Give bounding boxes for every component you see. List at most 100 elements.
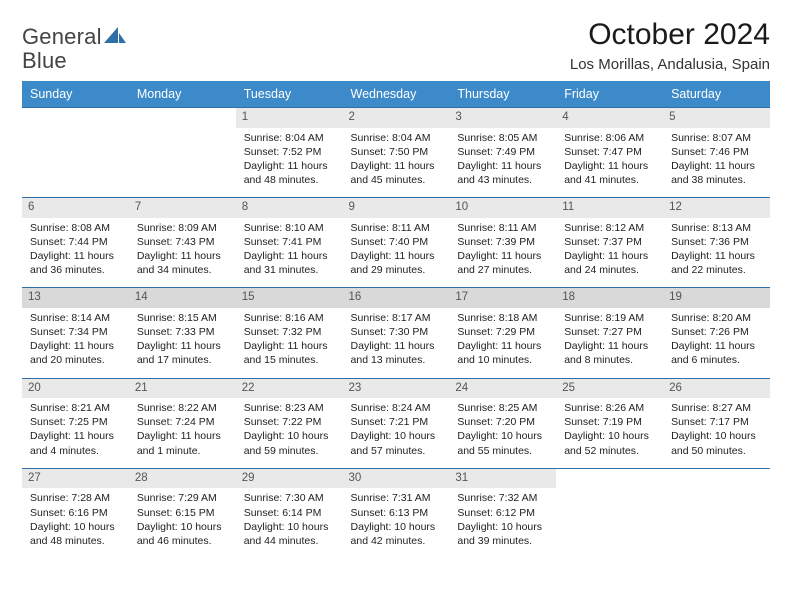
sunset-text: Sunset: 7:41 PM	[244, 235, 335, 249]
day-number: 29	[236, 469, 343, 489]
sunrise-text: Sunrise: 8:06 AM	[564, 131, 655, 145]
daylight-text: Daylight: 11 hours and 43 minutes.	[457, 159, 548, 187]
calendar-cell: 11Sunrise: 8:12 AMSunset: 7:37 PMDayligh…	[556, 198, 663, 288]
sunset-text: Sunset: 7:33 PM	[137, 325, 228, 339]
dow-header: Friday	[556, 81, 663, 108]
day-number: 14	[129, 288, 236, 308]
logo-blue-row: Blue	[22, 48, 67, 74]
daylight-text: Daylight: 11 hours and 27 minutes.	[457, 249, 548, 277]
calendar-body: 1Sunrise: 8:04 AMSunset: 7:52 PMDaylight…	[22, 108, 770, 559]
daylight-text: Daylight: 11 hours and 31 minutes.	[244, 249, 335, 277]
day-number: 30	[343, 469, 450, 489]
calendar-cell: 4Sunrise: 8:06 AMSunset: 7:47 PMDaylight…	[556, 108, 663, 198]
sunset-text: Sunset: 7:24 PM	[137, 415, 228, 429]
calendar-cell: 12Sunrise: 8:13 AMSunset: 7:36 PMDayligh…	[663, 198, 770, 288]
sunset-text: Sunset: 6:16 PM	[30, 506, 121, 520]
daylight-text: Daylight: 11 hours and 1 minute.	[137, 429, 228, 457]
sunrise-text: Sunrise: 7:32 AM	[457, 491, 548, 505]
day-number: 21	[129, 379, 236, 399]
daylight-text: Daylight: 11 hours and 24 minutes.	[564, 249, 655, 277]
sunrise-text: Sunrise: 8:10 AM	[244, 221, 335, 235]
sunrise-text: Sunrise: 7:28 AM	[30, 491, 121, 505]
day-number: 24	[449, 379, 556, 399]
daylight-text: Daylight: 10 hours and 44 minutes.	[244, 520, 335, 548]
sunset-text: Sunset: 7:25 PM	[30, 415, 121, 429]
daylight-text: Daylight: 11 hours and 6 minutes.	[671, 339, 762, 367]
calendar-cell: 21 Sunrise: 8:22 AMSunset: 7:24 PMDayligh…	[129, 378, 236, 468]
sunset-text: Sunset: 7:26 PM	[671, 325, 762, 339]
daylight-text: Daylight: 10 hours and 59 minutes.	[244, 429, 335, 457]
sunrise-text: Sunrise: 8:05 AM	[457, 131, 548, 145]
sunrise-text: Sunrise: 8:11 AM	[351, 221, 442, 235]
calendar-cell: 24Sunrise: 8:25 AMSunset: 7:20 PMDayligh…	[449, 378, 556, 468]
calendar-cell: 8 Sunrise: 8:10 AMSunset: 7:41 PMDaylight…	[236, 198, 343, 288]
daylight-text: Daylight: 10 hours and 50 minutes.	[671, 429, 762, 457]
sunrise-text: Sunrise: 8:18 AM	[457, 311, 548, 325]
sunset-text: Sunset: 7:17 PM	[671, 415, 762, 429]
calendar-cell: 28Sunrise: 7:29 AMSunset: 6:15 PMDayligh…	[129, 468, 236, 558]
sunrise-text: Sunrise: 8:04 AM	[351, 131, 442, 145]
daylight-text: Daylight: 10 hours and 55 minutes.	[457, 429, 548, 457]
sunset-text: Sunset: 6:14 PM	[244, 506, 335, 520]
calendar-cell	[556, 468, 663, 558]
sunrise-text: Sunrise: 8:17 AM	[351, 311, 442, 325]
calendar-week: 1Sunrise: 8:04 AMSunset: 7:52 PMDaylight…	[22, 108, 770, 198]
daylight-text: Daylight: 10 hours and 48 minutes.	[30, 520, 121, 548]
sunset-text: Sunset: 7:30 PM	[351, 325, 442, 339]
sunrise-text: Sunrise: 8:19 AM	[564, 311, 655, 325]
sunset-text: Sunset: 7:34 PM	[30, 325, 121, 339]
daylight-text: Daylight: 11 hours and 34 minutes.	[137, 249, 228, 277]
sunset-text: Sunset: 7:52 PM	[244, 145, 335, 159]
dow-header: Thursday	[449, 81, 556, 108]
calendar-cell: 19Sunrise: 8:20 AMSunset: 7:26 PMDayligh…	[663, 288, 770, 378]
calendar-cell	[129, 108, 236, 198]
sunrise-text: Sunrise: 8:11 AM	[457, 221, 548, 235]
logo-text-b: Blue	[22, 48, 67, 73]
calendar-cell: 15Sunrise: 8:16 AMSunset: 7:32 PMDayligh…	[236, 288, 343, 378]
calendar-cell: 29Sunrise: 7:30 AMSunset: 6:14 PMDayligh…	[236, 468, 343, 558]
day-number: 27	[22, 469, 129, 489]
calendar-cell: 22Sunrise: 8:23 AMSunset: 7:22 PMDayligh…	[236, 378, 343, 468]
day-number: 22	[236, 379, 343, 399]
day-number: 15	[236, 288, 343, 308]
sunset-text: Sunset: 7:37 PM	[564, 235, 655, 249]
calendar-cell	[663, 468, 770, 558]
calendar-cell: 13Sunrise: 8:14 AMSunset: 7:34 PMDayligh…	[22, 288, 129, 378]
day-number: 8	[236, 198, 343, 218]
sunrise-text: Sunrise: 8:16 AM	[244, 311, 335, 325]
dow-header: Monday	[129, 81, 236, 108]
sunrise-text: Sunrise: 8:04 AM	[244, 131, 335, 145]
daylight-text: Daylight: 11 hours and 45 minutes.	[351, 159, 442, 187]
day-number: 18	[556, 288, 663, 308]
daylight-text: Daylight: 11 hours and 15 minutes.	[244, 339, 335, 367]
sunset-text: Sunset: 7:40 PM	[351, 235, 442, 249]
day-number: 3	[449, 108, 556, 128]
sunrise-text: Sunrise: 8:26 AM	[564, 401, 655, 415]
sunrise-text: Sunrise: 8:27 AM	[671, 401, 762, 415]
day-number: 13	[22, 288, 129, 308]
calendar-cell: 9Sunrise: 8:11 AMSunset: 7:40 PMDaylight…	[343, 198, 450, 288]
sunrise-text: Sunrise: 8:22 AM	[137, 401, 228, 415]
daylight-text: Daylight: 10 hours and 57 minutes.	[351, 429, 442, 457]
page-title: October 2024	[570, 18, 770, 52]
daylight-text: Daylight: 11 hours and 36 minutes.	[30, 249, 121, 277]
calendar-cell: 25Sunrise: 8:26 AMSunset: 7:19 PMDayligh…	[556, 378, 663, 468]
calendar-week: 6Sunrise: 8:08 AMSunset: 7:44 PMDaylight…	[22, 198, 770, 288]
sunset-text: Sunset: 7:22 PM	[244, 415, 335, 429]
day-number: 19	[663, 288, 770, 308]
sunrise-text: Sunrise: 8:14 AM	[30, 311, 121, 325]
daylight-text: Daylight: 11 hours and 17 minutes.	[137, 339, 228, 367]
sunset-text: Sunset: 7:47 PM	[564, 145, 655, 159]
calendar-cell: 17Sunrise: 8:18 AMSunset: 7:29 PMDayligh…	[449, 288, 556, 378]
sunrise-text: Sunrise: 8:24 AM	[351, 401, 442, 415]
day-number: 28	[129, 469, 236, 489]
sail-icon	[104, 25, 126, 50]
calendar-table: SundayMondayTuesdayWednesdayThursdayFrid…	[22, 81, 770, 558]
calendar-cell: 26Sunrise: 8:27 AMSunset: 7:17 PMDayligh…	[663, 378, 770, 468]
day-number: 20	[22, 379, 129, 399]
sunset-text: Sunset: 7:49 PM	[457, 145, 548, 159]
daylight-text: Daylight: 10 hours and 39 minutes.	[457, 520, 548, 548]
sunrise-text: Sunrise: 8:15 AM	[137, 311, 228, 325]
daylight-text: Daylight: 10 hours and 52 minutes.	[564, 429, 655, 457]
daylight-text: Daylight: 11 hours and 4 minutes.	[30, 429, 121, 457]
